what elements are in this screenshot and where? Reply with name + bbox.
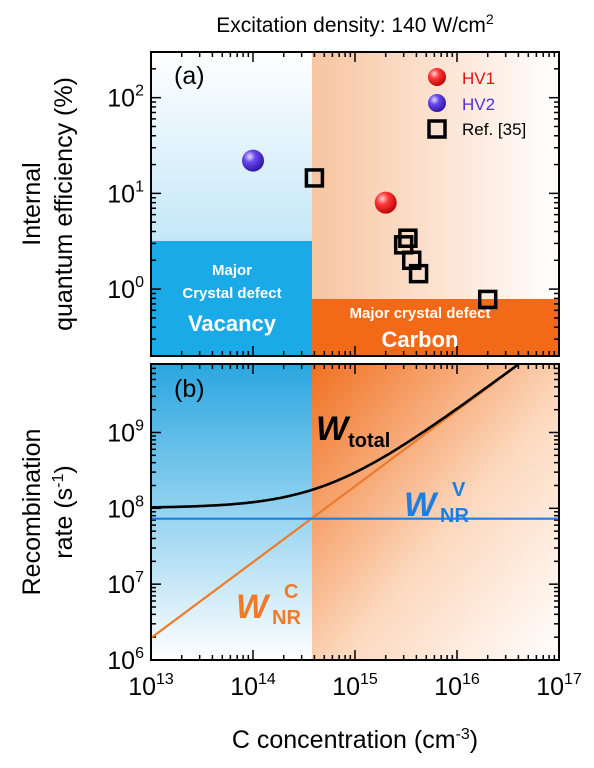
data-point-ref <box>477 289 498 310</box>
wnr-v-label: W <box>404 486 439 524</box>
panel-b-y-tick-label: 108 <box>107 493 144 523</box>
panel-b-y-tick-label: 106 <box>107 645 144 675</box>
legend-hv1-label: HV1 <box>462 69 495 88</box>
carbon-box-small-label: Major crystal defect <box>350 305 491 322</box>
x-tick-label: 1014 <box>230 671 276 701</box>
panel-b-ylabel-line2: rate (s-1) <box>50 465 78 558</box>
panel-b-background <box>151 364 559 660</box>
wnr-v-sup: V <box>452 479 466 501</box>
legend-hv2-label: HV2 <box>462 95 495 114</box>
panel-a-y-tick-label: 100 <box>107 274 144 304</box>
panel-b-vacancy-region <box>151 364 312 660</box>
data-point-hv1 <box>374 191 397 214</box>
vacancy-box-small-label: Major <box>212 262 252 279</box>
x-tick-label: 1013 <box>128 671 174 701</box>
vacancy-box-mid-label: Crystal defect <box>182 285 281 302</box>
x-tick-label: 1015 <box>332 671 378 701</box>
panel-b-label: (b) <box>174 375 205 403</box>
panel-a-y-tick-label: 102 <box>107 83 144 113</box>
panel-a-y-tick-label: 101 <box>107 178 144 208</box>
wtotal-label: Wtotal <box>316 410 390 452</box>
wnr-c-sup: C <box>284 581 298 603</box>
panel-a-ylabel-line2: quantum efficiency (%) <box>50 77 78 331</box>
wtotal-line <box>151 364 521 509</box>
x-tick-label: 1017 <box>536 671 582 701</box>
legend-ref-marker <box>427 119 447 139</box>
panel-b-lines <box>151 364 559 639</box>
carbon-box-big-label: Carbon <box>382 327 459 352</box>
x-tick-label: 1016 <box>434 671 480 701</box>
data-point-ref <box>408 263 429 284</box>
wnr-c-sub: NR <box>272 607 301 629</box>
figure-header: Excitation density: 140 W/cm2 <box>216 11 494 37</box>
wnr-v-sub: NR <box>440 505 469 527</box>
legend-hv1-marker <box>428 68 446 86</box>
legend-hv2-marker <box>428 94 446 112</box>
x-axis-label: C concentration (cm-3) <box>232 726 478 754</box>
panel-b-y-tick-label: 109 <box>107 417 144 447</box>
carbon-box <box>312 299 559 356</box>
panel-a-ylabel-line1: Internal <box>18 162 46 245</box>
data-point-hv2 <box>242 149 264 172</box>
legend: HV1 HV2 Ref. [35] <box>427 68 526 139</box>
data-point-ref <box>304 168 325 188</box>
panel-b-frame <box>150 363 560 661</box>
tick-labels: 1013 1014 1015 1016 1017 100 101 102 106 107 108 10… <box>107 83 582 701</box>
vacancy-box <box>151 241 312 356</box>
panel-b-y-tick-label: 107 <box>107 569 144 599</box>
panel-b-ylabel-line1: Recombination <box>18 429 46 596</box>
panel-a-label: (a) <box>174 62 205 90</box>
legend-ref-label: Ref. [35] <box>462 120 526 139</box>
wnr-c-label: W <box>236 588 271 626</box>
panel-a-frame <box>150 51 560 357</box>
panel-b-carbon-region <box>312 364 559 660</box>
vacancy-box-big-label: Vacancy <box>188 311 277 336</box>
panel-a-points <box>242 149 498 310</box>
